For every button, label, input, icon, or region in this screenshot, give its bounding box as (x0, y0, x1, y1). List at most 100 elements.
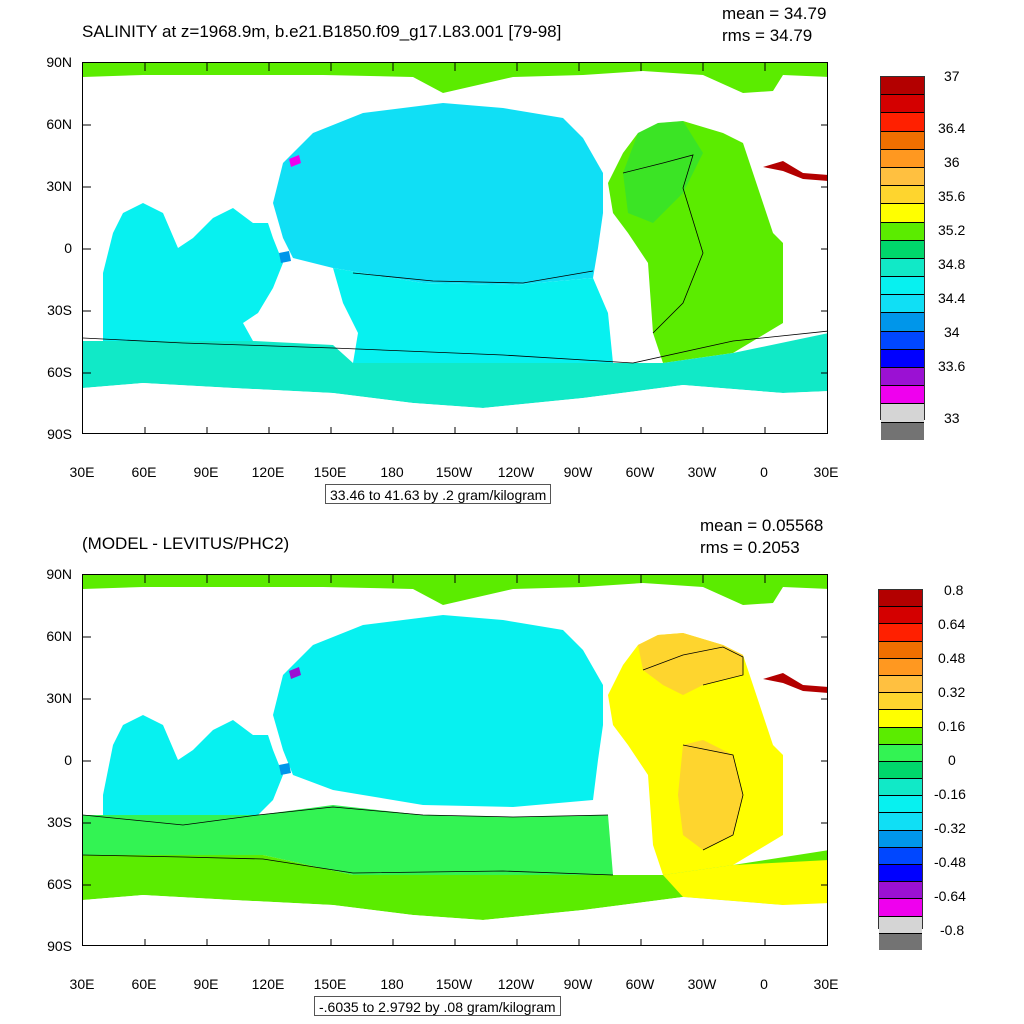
colorbar-label: -0.32 (934, 820, 966, 836)
y-tick-label: 90S (47, 938, 72, 954)
colorbar-label: 0.32 (938, 684, 966, 700)
north-atlantic (623, 121, 703, 223)
y-tick-label: 60N (46, 116, 72, 132)
okhotsk-sea (289, 155, 301, 167)
colorbar-swatch (879, 744, 922, 762)
contour-line (83, 854, 614, 876)
x-tick-label: 120W (497, 976, 535, 992)
y-tick-label: 0 (64, 752, 72, 768)
difference-colorbar (878, 589, 923, 950)
colorbar-label: 34.8 (938, 256, 966, 272)
mean-value: mean = 34.79 (722, 4, 827, 23)
x-tick-label: 60W (625, 976, 655, 992)
colorbar-label: 36 (944, 154, 960, 170)
y-tick-label: 30N (46, 690, 72, 706)
tropical-atlantic-high (678, 740, 743, 850)
difference-map-svg (83, 575, 827, 945)
colorbar-swatch (881, 204, 924, 223)
colorbar-swatch (881, 295, 924, 314)
contour-range-info: 33.46 to 41.63 by .2 gram/kilogram (325, 484, 552, 504)
panel-title: SALINITY at z=1968.9m, b.e21.B1850.f09_g… (82, 22, 562, 41)
colorbar-swatch (879, 830, 922, 848)
x-tick-label: 60E (131, 464, 157, 480)
colorbar-swatch (879, 761, 922, 780)
y-tick-label: 60S (47, 364, 72, 380)
y-tick-label: 90S (47, 426, 72, 442)
salinity-panel: SALINITY at z=1968.9m, b.e21.B1850.f09_g… (46, 4, 966, 504)
colorbar-label: 33 (944, 410, 960, 426)
colorbar-label: 35.6 (938, 188, 966, 204)
x-tick-label: 150E (313, 976, 347, 992)
contour-line (352, 270, 594, 284)
south-pacific (333, 268, 613, 363)
south-pacific-band (83, 805, 613, 875)
x-tick-label: 30E (813, 976, 839, 992)
x-tick-label: 150W (435, 976, 473, 992)
colorbar-swatch (879, 658, 922, 676)
colorbar-label: 0.48 (938, 650, 966, 666)
colorbar-swatch (881, 186, 924, 205)
colorbar-label: 34 (944, 324, 960, 340)
colorbar-label: 0.16 (938, 718, 966, 734)
colorbar-label: 0.64 (938, 616, 966, 632)
x-tick-label: 180 (380, 976, 404, 992)
contour-line (682, 744, 744, 851)
x-tick-label: 120E (251, 464, 285, 480)
x-tick-label: 90E (193, 976, 219, 992)
colorbar-swatch (881, 368, 924, 387)
axis-ticks (83, 63, 827, 433)
x-tick-label: 180 (380, 464, 404, 480)
x-tick-label: 120E (251, 976, 285, 992)
colorbar-swatch (881, 240, 924, 259)
colorbar-swatch (879, 933, 922, 950)
axis-ticks (83, 575, 827, 945)
atlantic-ocean (608, 121, 783, 363)
x-tick-label: 120W (497, 464, 535, 480)
colorbar-label: -0.64 (934, 888, 966, 904)
x-tick-label: 60E (131, 976, 157, 992)
mediterranean-sea (763, 161, 827, 181)
colorbar-swatch (881, 331, 924, 350)
colorbar-swatch (879, 624, 922, 642)
y-tick-label: 30S (47, 302, 72, 318)
salinity-map (82, 62, 828, 434)
y-tick-label: 0 (64, 240, 72, 256)
colorbar-swatch (879, 727, 922, 745)
indian-ocean (103, 203, 283, 341)
y-tick-label: 60N (46, 628, 72, 644)
colorbar-swatch (879, 865, 922, 883)
colorbar-swatch (881, 422, 924, 440)
x-tick-label: 150W (435, 464, 473, 480)
colorbar-label: 36.4 (938, 120, 966, 136)
x-tick-label: 0 (760, 464, 768, 480)
north-pacific (273, 103, 603, 285)
contour-line (642, 646, 744, 686)
contour-range-info: -.6035 to 2.9792 by .08 gram/kilogram (314, 996, 561, 1016)
x-tick-label: 30W (687, 976, 717, 992)
colorbar-swatch (879, 916, 922, 934)
difference-panel: (MODEL - LEVITUS/PHC2) mean = 0.05568 rm… (0, 512, 1024, 1024)
x-tick-label: 90W (563, 976, 593, 992)
okhotsk-sea (289, 667, 301, 679)
colorbar-swatch (881, 222, 924, 241)
colorbar-swatch (881, 95, 924, 114)
contour-line (83, 806, 609, 826)
colorbar-swatch (879, 813, 922, 831)
colorbar-swatch (879, 590, 922, 608)
x-tick-label: 90E (193, 464, 219, 480)
colorbar-label: 33.6 (938, 358, 966, 374)
colorbar-swatch (881, 167, 924, 187)
salinity-map-svg (83, 63, 827, 433)
colorbar-swatch (881, 349, 924, 368)
colorbar-label: 34.4 (938, 290, 966, 306)
colorbar-swatch (881, 113, 924, 132)
colorbar-swatch (881, 131, 924, 150)
x-tick-label: 90W (563, 464, 593, 480)
colorbar-label: 0 (948, 752, 956, 768)
colorbar-swatch (879, 641, 922, 659)
x-tick-label: 30E (69, 976, 95, 992)
antarctica (83, 383, 827, 433)
colorbar-swatch (879, 882, 922, 900)
colorbar-swatch (881, 277, 924, 296)
mediterranean-sea (763, 673, 827, 693)
